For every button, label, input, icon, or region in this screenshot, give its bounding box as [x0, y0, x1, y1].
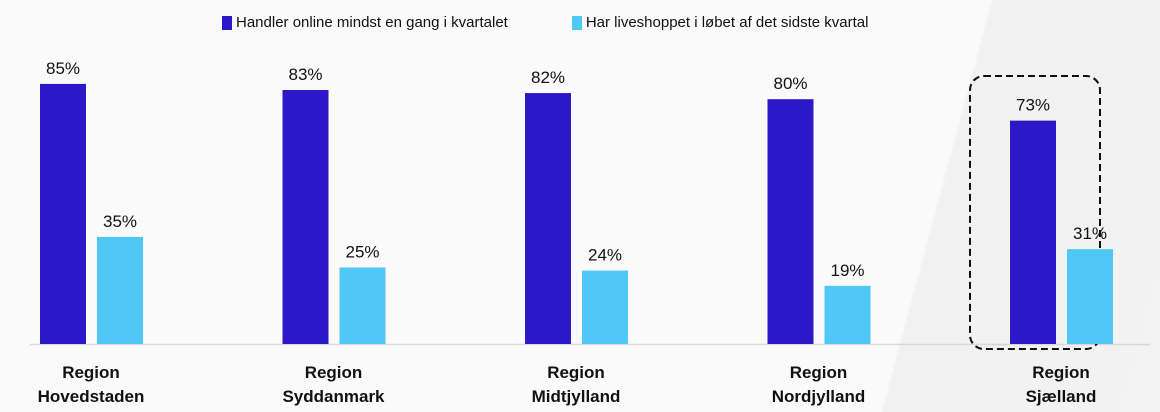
- bar-liveshopping: [339, 267, 386, 344]
- chart-legend: Handler online mindst en gang i kvartale…: [222, 14, 868, 31]
- bar-liveshopping: [824, 285, 871, 344]
- bar-online: [525, 93, 571, 344]
- legend-swatch-liveshopping: [571, 15, 582, 30]
- bar-online: [40, 83, 86, 345]
- legend-swatch-online: [222, 15, 232, 30]
- highlight-box: [969, 75, 1101, 350]
- data-label: 73%: [1016, 96, 1050, 115]
- category-label: Region: [305, 363, 363, 382]
- data-label: 24%: [588, 246, 622, 265]
- bar-online: [282, 90, 329, 345]
- data-label: 25%: [345, 243, 379, 262]
- category-label: Hovedstaden: [38, 387, 145, 406]
- category-label: Region: [62, 363, 120, 382]
- data-label: 80%: [773, 74, 807, 93]
- bar-liveshopping: [1067, 249, 1113, 344]
- category-label: Sjælland: [1026, 387, 1097, 406]
- legend-item-online: Handler online mindst en gang i kvartale…: [222, 14, 508, 31]
- legend-label-liveshopping: Har liveshoppet i løbet af det sidste kv…: [585, 14, 869, 31]
- category-label: Region: [1032, 363, 1090, 382]
- legend-item-liveshopping: Har liveshoppet i løbet af det sidste kv…: [571, 14, 869, 31]
- data-label: 35%: [103, 212, 137, 231]
- data-label: 83%: [288, 65, 322, 84]
- data-label: 82%: [531, 68, 565, 87]
- bar-liveshopping: [97, 236, 143, 344]
- bar-liveshopping: [582, 270, 628, 344]
- bar-online: [1010, 120, 1056, 345]
- category-label: Region: [790, 363, 848, 382]
- data-label: 85%: [46, 59, 80, 78]
- data-label: 19%: [830, 261, 864, 280]
- category-label: Midtjylland: [532, 387, 621, 406]
- data-label: 31%: [1073, 224, 1107, 243]
- category-label: Syddanmark: [282, 387, 385, 406]
- category-label: Region: [547, 363, 605, 382]
- bar-online: [767, 99, 814, 344]
- category-label: Nordjylland: [772, 387, 866, 406]
- legend-label-online: Handler online mindst en gang i kvartale…: [236, 14, 508, 31]
